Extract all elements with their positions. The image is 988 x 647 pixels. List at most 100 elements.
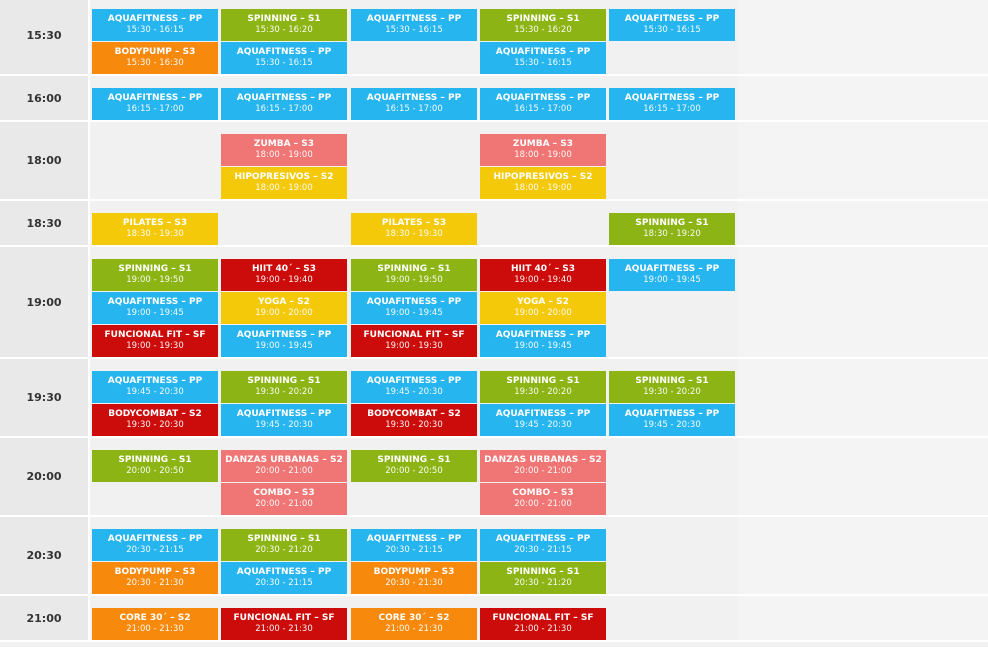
- class-hours: 19:45 - 20:30: [385, 387, 443, 397]
- class-block[interactable]: BODYPUMP – S3 15:30 - 16:30: [92, 42, 218, 74]
- class-block[interactable]: FUNCIONAL FIT – SF 21:00 - 21:30: [480, 608, 606, 640]
- time-label: 20:00: [0, 438, 90, 515]
- class-block[interactable]: PILATES – S3 18:30 - 19:30: [351, 213, 477, 245]
- class-block[interactable]: AQUAFITNESS – PP 16:15 - 17:00: [609, 88, 735, 120]
- empty-column: [738, 122, 988, 199]
- class-block[interactable]: FUNCIONAL FIT – SF 19:00 - 19:30: [92, 325, 218, 357]
- class-block[interactable]: YOGA – S2 19:00 - 20:00: [221, 292, 347, 324]
- class-block[interactable]: COMBO – S3 20:00 - 21:00: [480, 483, 606, 515]
- class-name: CORE 30´ – S2: [119, 613, 191, 623]
- class-block[interactable]: BODYPUMP – S3 20:30 - 21:30: [92, 562, 218, 594]
- empty-column: [738, 76, 988, 120]
- class-block[interactable]: SPINNING – S1 20:30 - 21:20: [480, 562, 606, 594]
- class-block[interactable]: SPINNING – S1 15:30 - 16:20: [221, 9, 347, 41]
- class-block[interactable]: BODYPUMP – S3 20:30 - 21:30: [351, 562, 477, 594]
- class-block[interactable]: BODYCOMBAT – S2 19:30 - 20:30: [92, 404, 218, 436]
- class-name: SPINNING – S1: [377, 455, 451, 465]
- class-name: SPINNING – S1: [247, 376, 321, 386]
- class-block[interactable]: AQUAFITNESS – PP 20:30 - 21:15: [221, 562, 347, 594]
- class-block[interactable]: AQUAFITNESS – PP 16:15 - 17:00: [480, 88, 606, 120]
- class-block[interactable]: PILATES – S3 18:30 - 19:30: [92, 213, 218, 245]
- class-name: SPINNING – S1: [377, 264, 451, 274]
- class-block[interactable]: SPINNING – S1 19:30 - 20:20: [221, 371, 347, 403]
- class-block[interactable]: COMBO – S3 20:00 - 21:00: [221, 483, 347, 515]
- class-block[interactable]: AQUAFITNESS – PP 19:00 - 19:45: [92, 292, 218, 324]
- class-block[interactable]: AQUAFITNESS – PP 16:15 - 17:00: [351, 88, 477, 120]
- class-hours: 19:45 - 20:30: [126, 387, 184, 397]
- class-hours: 19:30 - 20:30: [126, 420, 184, 430]
- class-block[interactable]: HIPOPRESIVOS – S2 18:00 - 19:00: [221, 167, 347, 199]
- class-block[interactable]: SPINNING – S1 18:30 - 19:20: [609, 213, 735, 245]
- class-block[interactable]: AQUAFITNESS – PP 16:15 - 17:00: [92, 88, 218, 120]
- class-hours: 20:30 - 21:15: [385, 545, 443, 555]
- class-block[interactable]: DANZAS URBANAS – S2 20:00 - 21:00: [480, 450, 606, 482]
- class-hours: 20:30 - 21:15: [514, 545, 572, 555]
- class-block[interactable]: SPINNING – S1 19:00 - 19:50: [92, 259, 218, 291]
- class-hours: 16:15 - 17:00: [255, 104, 313, 114]
- class-block[interactable]: SPINNING – S1 20:00 - 20:50: [92, 450, 218, 482]
- class-hours: 20:30 - 21:20: [255, 545, 313, 555]
- class-hours: 19:00 - 19:40: [514, 275, 572, 285]
- class-name: ZUMBA – S3: [512, 139, 574, 149]
- class-block[interactable]: AQUAFITNESS – PP 19:00 - 19:45: [351, 292, 477, 324]
- time-label: 21:00: [0, 596, 90, 640]
- class-block[interactable]: AQUAFITNESS – PP 15:30 - 16:15: [609, 9, 735, 41]
- class-block[interactable]: BODYCOMBAT – S2 19:30 - 20:30: [351, 404, 477, 436]
- class-block[interactable]: AQUAFITNESS – PP 15:30 - 16:15: [351, 9, 477, 41]
- class-block[interactable]: SPINNING – S1 19:30 - 20:20: [480, 371, 606, 403]
- class-block[interactable]: DANZAS URBANAS – S2 20:00 - 21:00: [221, 450, 347, 482]
- class-block[interactable]: ZUMBA – S3 18:00 - 19:00: [221, 134, 347, 166]
- time-row: 20:30 AQUAFITNESS – PP 20:30 - 21:15 BODYPU…: [0, 517, 988, 596]
- class-block[interactable]: AQUAFITNESS – PP 15:30 - 16:15: [480, 42, 606, 74]
- class-block[interactable]: SPINNING – S1 20:30 - 21:20: [221, 529, 347, 561]
- class-name: FUNCIONAL FIT – SF: [104, 330, 206, 340]
- empty-column: [738, 438, 988, 515]
- class-block[interactable]: FUNCIONAL FIT – SF 21:00 - 21:30: [221, 608, 347, 640]
- class-hours: 19:30 - 20:30: [385, 420, 443, 430]
- class-block[interactable]: SPINNING – S1 15:30 - 16:20: [480, 9, 606, 41]
- class-block[interactable]: AQUAFITNESS – PP 19:00 - 19:45: [221, 325, 347, 357]
- class-hours: 21:00 - 21:30: [126, 624, 184, 634]
- class-block[interactable]: SPINNING – S1 20:00 - 20:50: [351, 450, 477, 482]
- class-block[interactable]: AQUAFITNESS – PP 20:30 - 21:15: [92, 529, 218, 561]
- class-block[interactable]: AQUAFITNESS – PP 20:30 - 21:15: [351, 529, 477, 561]
- class-hours: 15:30 - 16:15: [514, 58, 572, 68]
- class-hours: 19:30 - 20:20: [643, 387, 701, 397]
- class-block[interactable]: AQUAFITNESS – PP 19:45 - 20:30: [92, 371, 218, 403]
- class-block[interactable]: FUNCIONAL FIT – SF 19:00 - 19:30: [351, 325, 477, 357]
- class-block[interactable]: AQUAFITNESS – PP 19:45 - 20:30: [221, 404, 347, 436]
- class-block[interactable]: HIIT 40´ – S3 19:00 - 19:40: [480, 259, 606, 291]
- class-name: AQUAFITNESS – PP: [495, 330, 591, 340]
- class-block[interactable]: YOGA – S2 19:00 - 20:00: [480, 292, 606, 324]
- class-name: COMBO – S3: [512, 488, 574, 498]
- class-block[interactable]: AQUAFITNESS – PP 20:30 - 21:15: [480, 529, 606, 561]
- class-name: FUNCIONAL FIT – SF: [492, 613, 594, 623]
- class-block[interactable]: AQUAFITNESS – PP 16:15 - 17:00: [221, 88, 347, 120]
- class-hours: 19:30 - 20:20: [514, 387, 572, 397]
- class-block[interactable]: SPINNING – S1 19:30 - 20:20: [609, 371, 735, 403]
- class-hours: 20:00 - 20:50: [385, 466, 443, 476]
- time-row: 16:00 AQUAFITNESS – PP 16:15 - 17:00 AQUAFI…: [0, 76, 988, 122]
- class-name: BODYCOMBAT – S2: [108, 409, 202, 419]
- class-block[interactable]: AQUAFITNESS – PP 19:00 - 19:45: [480, 325, 606, 357]
- class-name: AQUAFITNESS – PP: [236, 567, 332, 577]
- class-block[interactable]: CORE 30´ – S2 21:00 - 21:30: [351, 608, 477, 640]
- class-hours: 20:00 - 21:00: [514, 499, 572, 509]
- class-block[interactable]: AQUAFITNESS – PP 19:45 - 20:30: [609, 404, 735, 436]
- class-name: AQUAFITNESS – PP: [236, 93, 332, 103]
- empty-column: [738, 359, 988, 436]
- class-block[interactable]: HIIT 40´ – S3 19:00 - 19:40: [221, 259, 347, 291]
- class-block[interactable]: HIPOPRESIVOS – S2 18:00 - 19:00: [480, 167, 606, 199]
- class-block[interactable]: CORE 30´ – S2 21:00 - 21:30: [92, 608, 218, 640]
- class-hours: 19:00 - 19:45: [126, 308, 184, 318]
- class-block[interactable]: AQUAFITNESS – PP 19:45 - 20:30: [351, 371, 477, 403]
- class-name: SPINNING – S1: [635, 218, 709, 228]
- class-block[interactable]: AQUAFITNESS – PP 19:00 - 19:45: [609, 259, 735, 291]
- class-block[interactable]: ZUMBA – S3 18:00 - 19:00: [480, 134, 606, 166]
- class-block[interactable]: AQUAFITNESS – PP 15:30 - 16:15: [221, 42, 347, 74]
- class-block[interactable]: SPINNING – S1 19:00 - 19:50: [351, 259, 477, 291]
- class-block[interactable]: AQUAFITNESS – PP 15:30 - 16:15: [92, 9, 218, 41]
- empty-column: [738, 517, 988, 594]
- time-label: 18:30: [0, 201, 90, 245]
- class-block[interactable]: AQUAFITNESS – PP 19:45 - 20:30: [480, 404, 606, 436]
